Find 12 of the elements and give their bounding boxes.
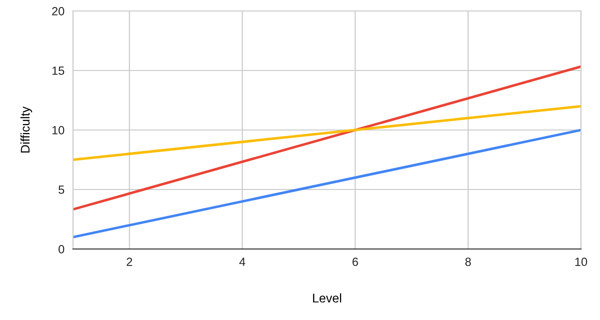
y-tick-label: 15: [52, 66, 64, 75]
x-tick-label: 4: [239, 258, 246, 266]
y-axis-title: Difficulty: [20, 106, 32, 152]
x-tick-label: 8: [465, 258, 471, 266]
y-tick-label: 5: [58, 186, 64, 194]
x-tick-label: 6: [352, 258, 358, 266]
x-tick-label: 2: [126, 258, 132, 266]
x-axis-title: Level: [313, 293, 342, 303]
y-tick-label: 20: [52, 7, 64, 16]
x-tick-label: 10: [575, 258, 588, 266]
y-tick-label: 0: [58, 245, 64, 254]
y-tick-label: 10: [52, 126, 64, 134]
